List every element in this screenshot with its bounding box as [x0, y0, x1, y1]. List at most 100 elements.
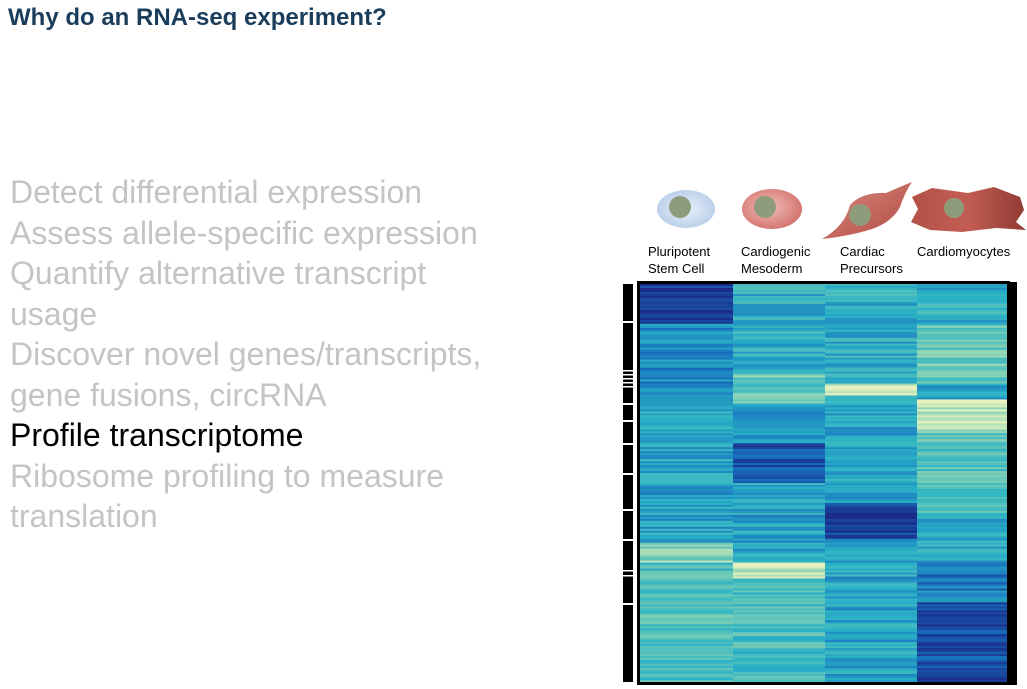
- heatmap-cell: [917, 409, 1007, 412]
- heatmap-cell: [825, 646, 917, 649]
- heatmap-cell: [917, 636, 1007, 639]
- heatmap-cell: [917, 413, 1007, 416]
- heatmap-cell: [640, 435, 733, 438]
- heatmap-cell: [825, 365, 917, 369]
- heatmap-cell: [917, 676, 1007, 679]
- heatmap-cell: [917, 552, 1007, 556]
- heatmap-cell: [917, 307, 1007, 311]
- bullet-allele-specific: Assess allele-specific expression: [10, 214, 478, 251]
- mesoderm-cell-icon: [742, 189, 802, 229]
- heatmap-cell: [917, 375, 1007, 379]
- heatmap-cell: [733, 540, 825, 544]
- heatmap-cell: [733, 680, 825, 683]
- heatmap-cell: [825, 588, 917, 592]
- heatmap-cell: [640, 622, 733, 625]
- heatmap-cell: [825, 399, 917, 403]
- heatmap-cell: [825, 654, 917, 657]
- heatmap-cell: [825, 333, 917, 337]
- heatmap-cell: [733, 586, 825, 590]
- heatmap-cell: [917, 498, 1007, 502]
- heatmap-cell: [917, 359, 1007, 363]
- heatmap-cell: [825, 409, 917, 412]
- heatmap-cell: [733, 598, 825, 602]
- heatmap-cell: [917, 333, 1007, 337]
- heatmap-cell: [825, 548, 917, 552]
- heatmap-cell: [640, 630, 733, 633]
- heatmap-cell: [825, 620, 917, 623]
- heatmap-cell: [825, 463, 917, 466]
- heatmap-cell: [825, 582, 917, 586]
- heatmap-cell: [640, 471, 733, 474]
- heatmap-cell: [640, 451, 733, 454]
- heatmap-cell: [640, 652, 733, 655]
- heatmap-cell: [640, 496, 733, 500]
- heatmap-cell: [733, 620, 825, 623]
- heatmap-cell: [640, 618, 733, 621]
- heatmap-cell: [640, 475, 733, 478]
- heatmap-cell: [640, 443, 733, 446]
- heatmap-cell: [825, 490, 917, 494]
- heatmap-cell: [917, 494, 1007, 498]
- heatmap-cell: [917, 562, 1007, 566]
- heatmap-cell: [733, 421, 825, 424]
- heatmap-cell: [640, 299, 733, 303]
- heatmap-cell: [825, 526, 917, 530]
- heatmap-cell: [640, 393, 733, 397]
- heatmap-cell: [825, 359, 917, 363]
- heatmap-cell: [640, 447, 733, 450]
- heatmap-cell: [640, 566, 733, 570]
- heatmap-cell: [640, 632, 733, 635]
- precursor-cell-icon: [822, 182, 912, 239]
- heatmap-cell: [825, 576, 917, 580]
- heatmap-cell: [825, 473, 917, 476]
- heatmap-cell: [825, 590, 917, 594]
- heatmap-cell: [917, 490, 1007, 494]
- heatmap-cell: [917, 550, 1007, 554]
- heatmap-cell: [825, 465, 917, 468]
- expression-heatmap: [640, 284, 1007, 683]
- heatmap-cell: [733, 291, 825, 295]
- heatmap-cell: [733, 502, 825, 506]
- heatmap-cell: [640, 323, 733, 327]
- heatmap-cell: [733, 405, 825, 408]
- heatmap-cell: [825, 319, 917, 323]
- heatmap-cell: [917, 548, 1007, 552]
- heatmap-cell: [640, 337, 733, 341]
- heatmap-cell: [640, 666, 733, 669]
- heatmap-cell: [640, 600, 733, 603]
- heatmap-cell: [825, 341, 917, 345]
- heatmap-cell: [825, 510, 917, 514]
- heatmap-cell: [825, 648, 917, 651]
- heatmap-cell: [733, 492, 825, 496]
- heatmap-cell: [825, 578, 917, 582]
- heatmap-cell: [733, 538, 825, 542]
- heatmap-cell: [733, 530, 825, 534]
- heatmap-cell: [917, 658, 1007, 661]
- heatmap-cell: [640, 381, 733, 385]
- heatmap-cell: [733, 516, 825, 520]
- heatmap-cell: [825, 459, 917, 462]
- heatmap-cell: [825, 604, 917, 607]
- heatmap-cell: [733, 566, 825, 570]
- heatmap-cell: [917, 285, 1007, 289]
- heatmap-cell: [733, 534, 825, 538]
- heatmap-cell: [825, 550, 917, 554]
- heatmap-cell: [917, 385, 1007, 389]
- heatmap-cell: [733, 522, 825, 526]
- heatmap-cell: [640, 329, 733, 333]
- heatmap-cell: [825, 672, 917, 675]
- heatmap-cell: [917, 363, 1007, 367]
- heatmap-cell: [825, 592, 917, 596]
- heatmap-cell: [640, 614, 733, 617]
- heatmap-cell: [733, 640, 825, 643]
- heatmap-cell: [640, 508, 733, 512]
- heatmap-cell: [733, 401, 825, 404]
- heatmap-cell: [917, 652, 1007, 655]
- heatmap-cell: [733, 427, 825, 430]
- heatmap-cell: [825, 674, 917, 677]
- heatmap-cell: [917, 293, 1007, 297]
- heatmap-cell: [825, 628, 917, 631]
- heatmap-cell: [640, 664, 733, 667]
- heatmap-cell: [640, 602, 733, 605]
- heatmap-cell: [825, 307, 917, 311]
